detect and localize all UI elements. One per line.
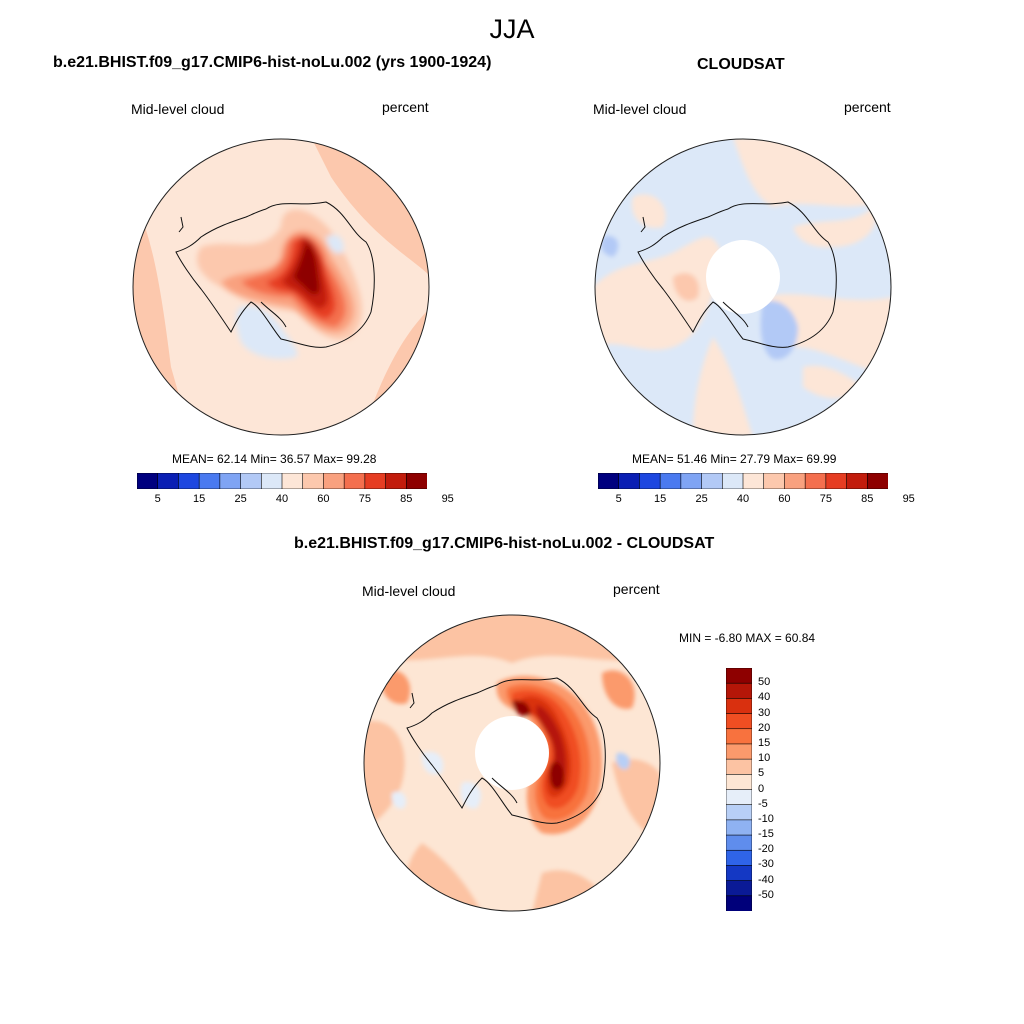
panel2-stats: MEAN= 51.46 Min= 27.79 Max= 69.99 — [632, 452, 837, 466]
colorbar-model-swatch — [343, 473, 366, 489]
panel3-left-label: Mid-level cloud — [362, 583, 456, 599]
colorbar-difference-label: -5 — [758, 797, 768, 810]
colorbar-difference-swatch — [726, 849, 752, 867]
colorbar-difference-label: -30 — [758, 858, 774, 871]
panel3-right-label: percent — [613, 581, 660, 597]
map-difference — [363, 614, 661, 912]
colorbar-model-swatch — [137, 473, 159, 489]
colorbar-difference-swatch — [726, 895, 752, 911]
colorbar-model-swatch — [302, 473, 325, 489]
colorbar-difference-swatch — [726, 880, 752, 897]
colorbar-cloudsat-swatch — [804, 473, 827, 489]
colorbar-model-swatch — [219, 473, 242, 489]
colorbar-model-swatch — [260, 473, 283, 489]
colorbar-difference-label: -15 — [758, 828, 774, 841]
colorbar-model-swatch — [240, 473, 263, 489]
colorbar-difference — [726, 668, 752, 911]
colorbar-cloudsat-swatch — [680, 473, 703, 489]
panel2-right-label: percent — [844, 99, 891, 115]
panel3-stats: MIN = -6.80 MAX = 60.84 — [679, 631, 816, 645]
colorbar-difference-swatch — [726, 865, 752, 882]
colorbar-cloudsat-swatch — [598, 473, 620, 489]
colorbar-model-label: 5 — [154, 493, 161, 505]
colorbar-difference-label: 40 — [758, 691, 771, 704]
colorbar-cloudsat-swatch — [825, 473, 848, 489]
colorbar-cloudsat-label: 5 — [615, 493, 622, 505]
colorbar-model-swatch — [364, 473, 387, 489]
colorbar-cloudsat-swatch — [721, 473, 744, 489]
colorbar-difference-label: -40 — [758, 873, 774, 886]
colorbar-cloudsat-swatch — [763, 473, 786, 489]
map-model — [132, 138, 430, 436]
colorbar-cloudsat-swatch — [784, 473, 806, 489]
colorbar-model-swatch — [323, 473, 345, 489]
colorbar-cloudsat-swatch — [659, 473, 682, 489]
colorbar-cloudsat-label: 40 — [736, 493, 750, 505]
colorbar-model-label: 75 — [358, 493, 372, 505]
colorbar-model-label: 95 — [441, 493, 454, 505]
colorbar-cloudsat-swatch — [742, 473, 765, 489]
colorbar-difference-swatch — [726, 698, 752, 715]
panel1-stats: MEAN= 62.14 Min= 36.57 Max= 99.28 — [172, 452, 377, 466]
colorbar-difference-label: 5 — [758, 767, 765, 780]
colorbar-difference-label: -20 — [758, 843, 774, 856]
colorbar-cloudsat-swatch — [618, 473, 641, 489]
map-cloudsat — [594, 138, 892, 436]
colorbar-cloudsat-label: 60 — [778, 493, 791, 505]
colorbar-model-swatch — [385, 473, 408, 489]
colorbar-model-swatch — [281, 473, 304, 489]
colorbar-difference-swatch — [726, 743, 752, 760]
colorbar-difference-swatch — [726, 668, 752, 684]
panel1-right-label: percent — [382, 99, 429, 115]
colorbar-cloudsat-swatch — [639, 473, 661, 489]
colorbar-model-label: 60 — [317, 493, 330, 505]
colorbar-difference-swatch — [726, 774, 752, 791]
colorbar-model-label: 40 — [275, 493, 289, 505]
colorbar-difference-swatch — [726, 834, 752, 852]
colorbar-cloudsat-swatch — [846, 473, 869, 489]
colorbar-difference-swatch — [726, 758, 752, 776]
colorbar-model-labels: 5 15 25 40 60 75 85 95 — [137, 493, 454, 507]
panel2-title: CLOUDSAT — [697, 56, 785, 73]
colorbar-difference-label: 50 — [758, 676, 771, 689]
colorbar-difference-label: 15 — [758, 736, 771, 749]
colorbar-difference-swatch — [726, 819, 752, 836]
colorbar-model — [137, 473, 427, 489]
colorbar-difference-swatch — [726, 789, 752, 806]
panel2-left-label: Mid-level cloud — [593, 101, 687, 117]
colorbar-cloudsat-swatch — [701, 473, 724, 489]
colorbar-model-label: 85 — [400, 493, 413, 505]
panel1-left-label: Mid-level cloud — [131, 101, 225, 117]
colorbar-difference-label: -10 — [758, 812, 774, 825]
colorbar-difference-label: 10 — [758, 752, 771, 765]
colorbar-cloudsat-label: 75 — [819, 493, 833, 505]
panel1-title: b.e21.BHIST.f09_g17.CMIP6-hist-noLu.002 … — [53, 54, 492, 71]
colorbar-difference-swatch — [726, 804, 752, 821]
colorbar-model-swatch — [198, 473, 221, 489]
colorbar-model-swatch — [157, 473, 180, 489]
colorbar-difference-label: 20 — [758, 721, 771, 734]
colorbar-cloudsat-label: 95 — [902, 493, 915, 505]
colorbar-cloudsat-label: 15 — [653, 493, 667, 505]
colorbar-difference-swatch — [726, 728, 752, 745]
colorbar-cloudsat-labels: 5 15 25 40 60 75 85 95 — [598, 493, 915, 507]
colorbar-cloudsat — [598, 473, 888, 489]
colorbar-cloudsat-label: 25 — [695, 493, 708, 505]
panel3-title: b.e21.BHIST.f09_g17.CMIP6-hist-noLu.002 … — [294, 535, 715, 552]
colorbar-difference-label: 30 — [758, 706, 771, 719]
colorbar-model-label: 15 — [192, 493, 206, 505]
colorbar-cloudsat-swatch — [866, 473, 888, 489]
colorbar-difference-labels: 50 40 30 20 15 10 5 0 -5 -10 -15 -20 -30 -40 -50 — [758, 668, 798, 911]
main-title: JJA — [489, 14, 535, 44]
colorbar-difference-swatch — [726, 713, 752, 730]
colorbar-difference-swatch — [726, 682, 752, 700]
colorbar-model-swatch — [405, 473, 427, 489]
colorbar-model-swatch — [178, 473, 200, 489]
colorbar-difference-label: -50 — [758, 888, 774, 901]
colorbar-difference-label: 0 — [758, 782, 765, 795]
colorbar-cloudsat-label: 85 — [861, 493, 874, 505]
colorbar-model-label: 25 — [234, 493, 247, 505]
